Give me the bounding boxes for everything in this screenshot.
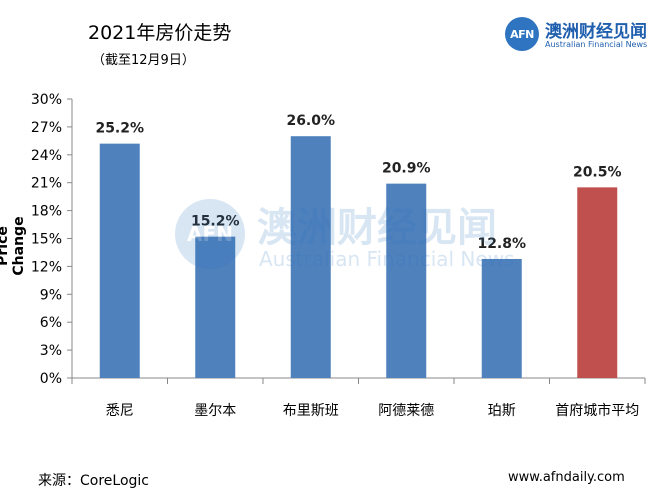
y-tick-label: 0% — [40, 371, 62, 387]
y-tick-label: 24% — [31, 148, 62, 164]
bar-value-label: 15.2% — [191, 214, 240, 230]
y-tick-label: 12% — [31, 259, 62, 275]
x-category-label: 悉尼 — [106, 403, 134, 419]
y-tick-label: 15% — [31, 232, 62, 248]
y-tick-label: 3% — [40, 343, 62, 359]
bar-value-label: 20.5% — [573, 164, 622, 180]
y-tick-label: 6% — [40, 315, 62, 331]
bar-value-label: 26.0% — [286, 113, 335, 129]
bar — [577, 187, 618, 378]
bar-value-label: 20.9% — [382, 161, 431, 177]
source-note: 来源：CoreLogic — [38, 473, 149, 489]
website-url: www.afndaily.com — [508, 470, 625, 485]
bar — [195, 236, 236, 378]
afn-logo: AFN 澳洲财经见闻 Australian Financial News — [505, 15, 655, 55]
y-tick-label: 30% — [31, 92, 62, 108]
x-category-label: 阿德莱德 — [378, 403, 434, 419]
x-category-label: 墨尔本 — [194, 403, 236, 419]
bar — [386, 183, 427, 378]
y-tick-label: 21% — [31, 176, 62, 192]
bar-value-label: 12.8% — [477, 236, 526, 252]
bar — [481, 258, 522, 378]
afn-logo-icon: AFN — [505, 17, 539, 51]
logo-name-cn: 澳洲财经见闻 — [545, 22, 647, 42]
y-tick-label: 18% — [31, 204, 62, 220]
x-category-label: 布里斯班 — [283, 403, 339, 419]
x-category-label: 首府城市平均 — [555, 402, 639, 419]
logo-name-en: Australian Financial News — [545, 40, 648, 49]
chart-subtitle: （截至12月9日） — [92, 53, 195, 68]
y-tick-label: 27% — [31, 120, 62, 136]
bar-value-label: 25.2% — [95, 121, 144, 137]
bar — [290, 136, 331, 378]
bar — [99, 143, 140, 378]
x-category-label: 珀斯 — [488, 403, 516, 419]
chart-title: 2021年房价走势 — [88, 22, 232, 44]
y-tick-label: 9% — [40, 287, 62, 303]
